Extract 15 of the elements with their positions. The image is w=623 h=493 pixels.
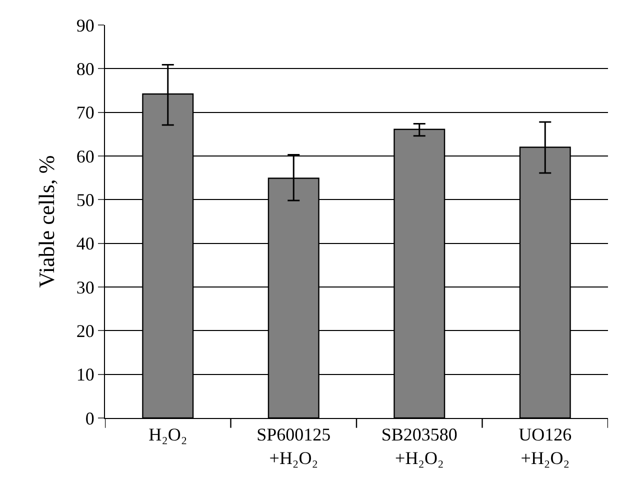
- x-tick-label: H₂O₂: [148, 424, 188, 445]
- y-tick-label: 30: [76, 277, 94, 298]
- y-axis-title: Viable cells, %: [34, 155, 60, 288]
- y-tick-label: 80: [76, 58, 94, 79]
- y-tick-label: 50: [76, 190, 94, 210]
- x-tick-label: SP600125 +H₂O₂: [256, 424, 331, 468]
- y-tick-label: 0: [85, 408, 94, 428]
- y-tick-label: 90: [76, 15, 94, 36]
- y-tick-label: 70: [76, 102, 94, 123]
- x-tick-label: UO126 +H₂O₂: [518, 424, 572, 468]
- y-tick-label: 10: [76, 364, 94, 385]
- x-tick-label: SB203580 +H₂O₂: [381, 424, 458, 468]
- y-tick-label: 40: [76, 234, 94, 254]
- y-tick-label: 20: [76, 320, 94, 341]
- y-tick-label: 60: [76, 146, 94, 166]
